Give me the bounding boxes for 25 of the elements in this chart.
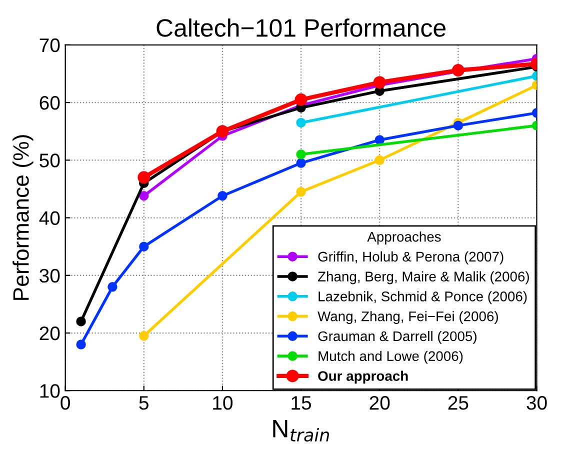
y-tick-label: 10 <box>40 384 60 398</box>
x-tick-label: 5 <box>139 396 148 410</box>
x-tick-label: 10 <box>213 396 233 410</box>
x-tick-label: 20 <box>370 396 390 410</box>
legend-label: Grauman & Darrell (2005) <box>318 330 476 344</box>
y-tick-label: 60 <box>40 96 60 110</box>
x-tick-label: 25 <box>448 396 468 410</box>
x-tick-label: 15 <box>292 396 312 410</box>
x-axis-title: N$_{train}$ <box>273 420 330 442</box>
chart-title: Caltech−101 Performance <box>156 18 446 37</box>
y-tick-label: 20 <box>40 326 60 340</box>
legend-label: Mutch and Lowe (2006) <box>318 350 463 364</box>
legend-title: Approaches <box>367 232 441 244</box>
x-tick-label: 30 <box>526 396 547 410</box>
legend-label: Lazebnik, Schmid & Ponce (2006) <box>318 291 527 304</box>
legend-label: Zhang, Berg, Maire & Malik (2006) <box>318 271 529 284</box>
y-tick-label: 50 <box>40 154 60 168</box>
legend-label: Wang, Zhang, Fei−Fei (2006) <box>318 311 498 324</box>
x-tick-label: 0 <box>60 396 70 410</box>
y-tick-label: 70 <box>40 38 60 52</box>
legend-label: Our approach <box>318 370 408 384</box>
y-axis-title: Performance (%) <box>12 135 34 300</box>
y-tick-label: 30 <box>40 268 60 283</box>
legend-label: Griffin, Holub & Perona (2007) <box>318 251 504 264</box>
y-tick-label: 40 <box>39 211 60 225</box>
